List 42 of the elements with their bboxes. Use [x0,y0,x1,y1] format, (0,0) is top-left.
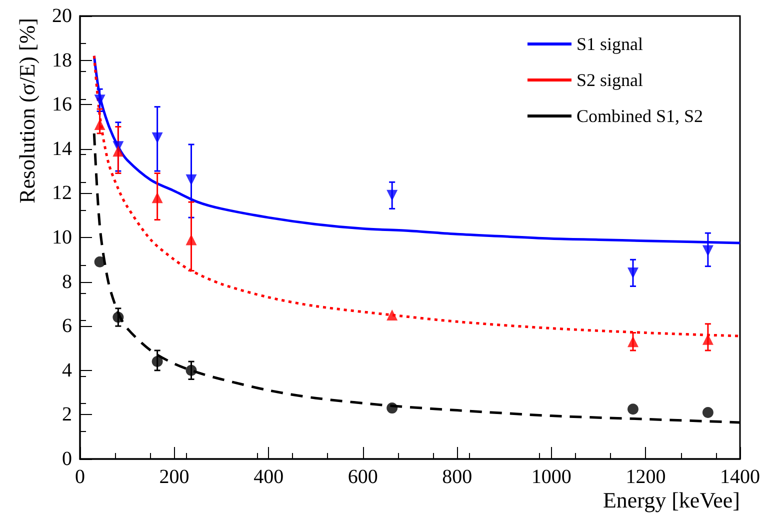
y-tick-label: 20 [52,5,72,27]
x-axis-title: Energy [keVee] [602,488,740,512]
x-tick-label: 200 [159,466,190,488]
legend-label: Combined S1, S2 [576,106,704,126]
x-tick-label: 800 [442,466,472,488]
point [186,234,197,246]
point [152,356,163,368]
y-tick-label: 2 [62,404,72,426]
y-tick-label: 18 [52,49,72,72]
y-tick-label: 4 [62,359,72,382]
y-tick-label: 6 [62,315,72,338]
x-tick-label: 1200 [626,466,666,488]
y-tick-label: 12 [52,182,72,204]
y-tick-label: 16 [52,94,72,116]
legend-label: S1 signal [576,34,643,54]
x-tick-label: 1000 [531,466,572,488]
y-tick-label: 8 [62,270,72,293]
y-tick-label: 10 [52,226,72,248]
point [94,256,106,268]
point [152,132,163,144]
point [94,119,106,130]
x-tick-label: 1400 [720,466,760,488]
point [627,336,638,348]
point [112,312,124,323]
point [386,402,398,414]
point [386,190,398,201]
point [186,364,197,376]
point [702,406,714,418]
point [702,245,714,256]
point [112,146,124,157]
point [386,310,398,321]
x-tick-label: 600 [348,466,378,488]
point [186,174,197,186]
y-tick-label: 0 [62,448,72,470]
point [627,404,638,415]
point [94,94,106,106]
legend-label: S2 signal [576,70,643,90]
y-axis-title: Resolution (σ/E) [%] [14,18,40,204]
y-tick-label: 14 [52,138,72,160]
x-tick-label: 400 [254,466,284,488]
point [152,192,163,204]
point [627,267,638,278]
